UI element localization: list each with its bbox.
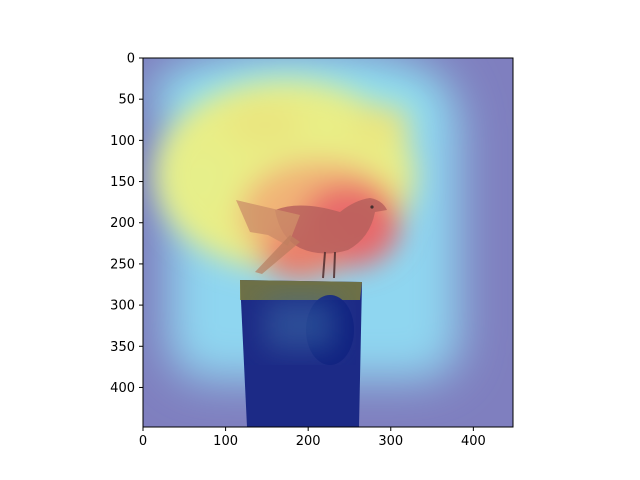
x-tick-label: 100	[213, 434, 238, 449]
post-silhouette	[240, 280, 362, 427]
x-tick-label: 0	[139, 434, 147, 449]
x-tick-label: 400	[461, 434, 486, 449]
y-axis: 0 50 100 150 200 250 300 350 400	[110, 52, 143, 396]
axes-frame	[142, 57, 514, 428]
activation-top-yellow-2	[350, 105, 410, 145]
x-tick-label: 200	[296, 434, 321, 449]
seagull-silhouette	[236, 198, 387, 279]
y-tick-label: 300	[110, 299, 135, 314]
y-tick-label: 150	[110, 175, 135, 190]
x-axis: 0 100 200 300 400	[139, 427, 486, 449]
plot-area	[143, 58, 513, 427]
activation-top-yellow-1	[227, 103, 303, 147]
y-tick-label: 400	[110, 381, 135, 396]
y-tick-label: 100	[110, 134, 135, 149]
y-tick-label: 350	[110, 340, 135, 355]
y-tick-label: 250	[110, 257, 135, 272]
y-tick-label: 50	[118, 93, 135, 108]
y-tick-label: 0	[127, 52, 135, 67]
y-tick-label: 200	[110, 216, 135, 231]
x-tick-label: 300	[378, 434, 403, 449]
activation-left-yellow	[170, 145, 230, 215]
